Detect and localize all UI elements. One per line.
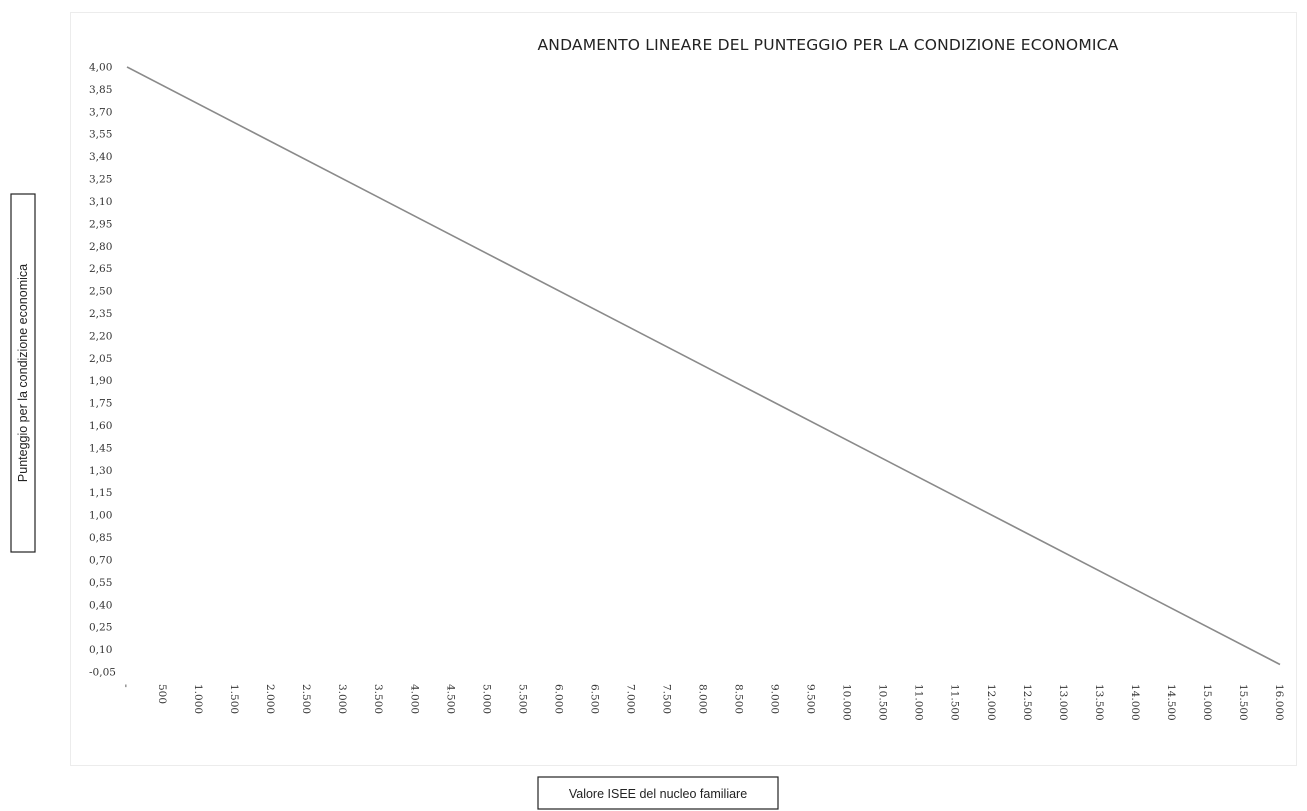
series-layer — [126, 66, 1281, 666]
y-tick-label: 0,40 — [89, 599, 112, 611]
x-tick-label: 4.000 — [408, 684, 420, 714]
y-tick-label: 2,05 — [89, 353, 112, 365]
x-tick-label: 2.500 — [300, 684, 312, 714]
x-tick-label: 12.500 — [1021, 684, 1033, 721]
chart-title: ANDAMENTO LINEARE DEL PUNTEGGIO PER LA C… — [537, 36, 1118, 54]
y-tick-label: 0,85 — [89, 532, 112, 544]
x-tick-label: 13.500 — [1093, 684, 1105, 721]
y-tick-label: 3,25 — [89, 174, 112, 186]
x-tick-label: 8.500 — [733, 684, 745, 714]
y-tick-label: 3,10 — [89, 196, 112, 208]
x-tick-label: 6.500 — [588, 684, 600, 714]
y-axis-ticks: 4,00 3,85 3,70 3,55 3,40 3,25 3,10 2,95 2,80 2,65… — [89, 62, 116, 679]
y-tick-label: 3,55 — [89, 129, 112, 141]
y-axis-label: Punteggio per la condizione economica — [16, 264, 30, 482]
y-tick-label: 1,00 — [89, 510, 112, 522]
x-tick-label: 9.000 — [769, 684, 781, 714]
x-tick-label: 5.500 — [516, 684, 528, 714]
x-tick-label: 13.000 — [1057, 684, 1069, 721]
y-tick-label: 3,40 — [89, 151, 112, 163]
y-tick-label: 1,30 — [89, 465, 112, 477]
y-tick-label: 2,20 — [89, 330, 112, 342]
x-axis-ticks: - 500 1.000 1.500 2.000 2.500 3.000 3.500 4.000 4… — [120, 684, 1285, 721]
x-tick-label: 1.000 — [192, 684, 204, 714]
x-tick-label: 16.000 — [1273, 684, 1285, 721]
y-tick-label: 1,90 — [89, 375, 112, 387]
x-tick-label: 8.000 — [697, 684, 709, 714]
y-tick-label: -0,05 — [89, 667, 116, 679]
x-tick-label: 10.500 — [877, 684, 889, 721]
x-tick-label: 3.000 — [336, 684, 348, 714]
y-axis-label-box: Punteggio per la condizione economica — [10, 193, 36, 553]
x-tick-label: 1.500 — [228, 684, 240, 714]
x-axis-label-box: Valore ISEE del nucleo familiare — [537, 776, 779, 810]
y-tick-label: 2,50 — [89, 286, 112, 298]
x-tick-label: 11.000 — [913, 684, 925, 721]
x-tick-label: 14.000 — [1129, 684, 1141, 721]
y-tick-label: 1,45 — [89, 442, 112, 454]
x-tick-label: - — [120, 684, 132, 688]
y-tick-label: 1,75 — [89, 398, 112, 410]
y-tick-label: 2,65 — [89, 263, 112, 275]
y-tick-label: 0,70 — [89, 554, 112, 566]
x-tick-label: 9.500 — [805, 684, 817, 714]
y-tick-label: 3,85 — [89, 84, 112, 96]
y-tick-label: 2,80 — [89, 241, 112, 253]
y-tick-label: 1,15 — [89, 487, 112, 499]
x-tick-label: 5.000 — [480, 684, 492, 714]
x-tick-label: 10.000 — [841, 684, 853, 721]
chart-frame — [70, 12, 1297, 766]
x-tick-label: 3.500 — [372, 684, 384, 714]
x-tick-label: 500 — [156, 684, 168, 704]
x-tick-label: 11.500 — [949, 684, 961, 721]
x-tick-label: 14.500 — [1165, 684, 1177, 721]
x-axis-label: Valore ISEE del nucleo familiare — [569, 787, 747, 801]
y-tick-label: 0,25 — [89, 622, 112, 634]
y-tick-label: 2,35 — [89, 308, 112, 320]
y-tick-label: 2,95 — [89, 218, 112, 230]
x-tick-label: 15.000 — [1201, 684, 1213, 721]
series-line — [126, 66, 1281, 666]
x-tick-label: 4.500 — [444, 684, 456, 714]
y-tick-label: 0,10 — [89, 644, 112, 656]
x-tick-label: 7.000 — [624, 684, 636, 714]
x-tick-label: 12.000 — [985, 684, 997, 721]
y-tick-label: 1,60 — [89, 420, 112, 432]
x-tick-label: 15.500 — [1237, 684, 1249, 721]
y-tick-label: 3,70 — [89, 106, 112, 118]
x-tick-label: 6.000 — [552, 684, 564, 714]
x-tick-label: 7.500 — [660, 684, 672, 714]
y-tick-label: 4,00 — [89, 62, 112, 74]
y-tick-label: 0,55 — [89, 577, 112, 589]
x-tick-label: 2.000 — [264, 684, 276, 714]
